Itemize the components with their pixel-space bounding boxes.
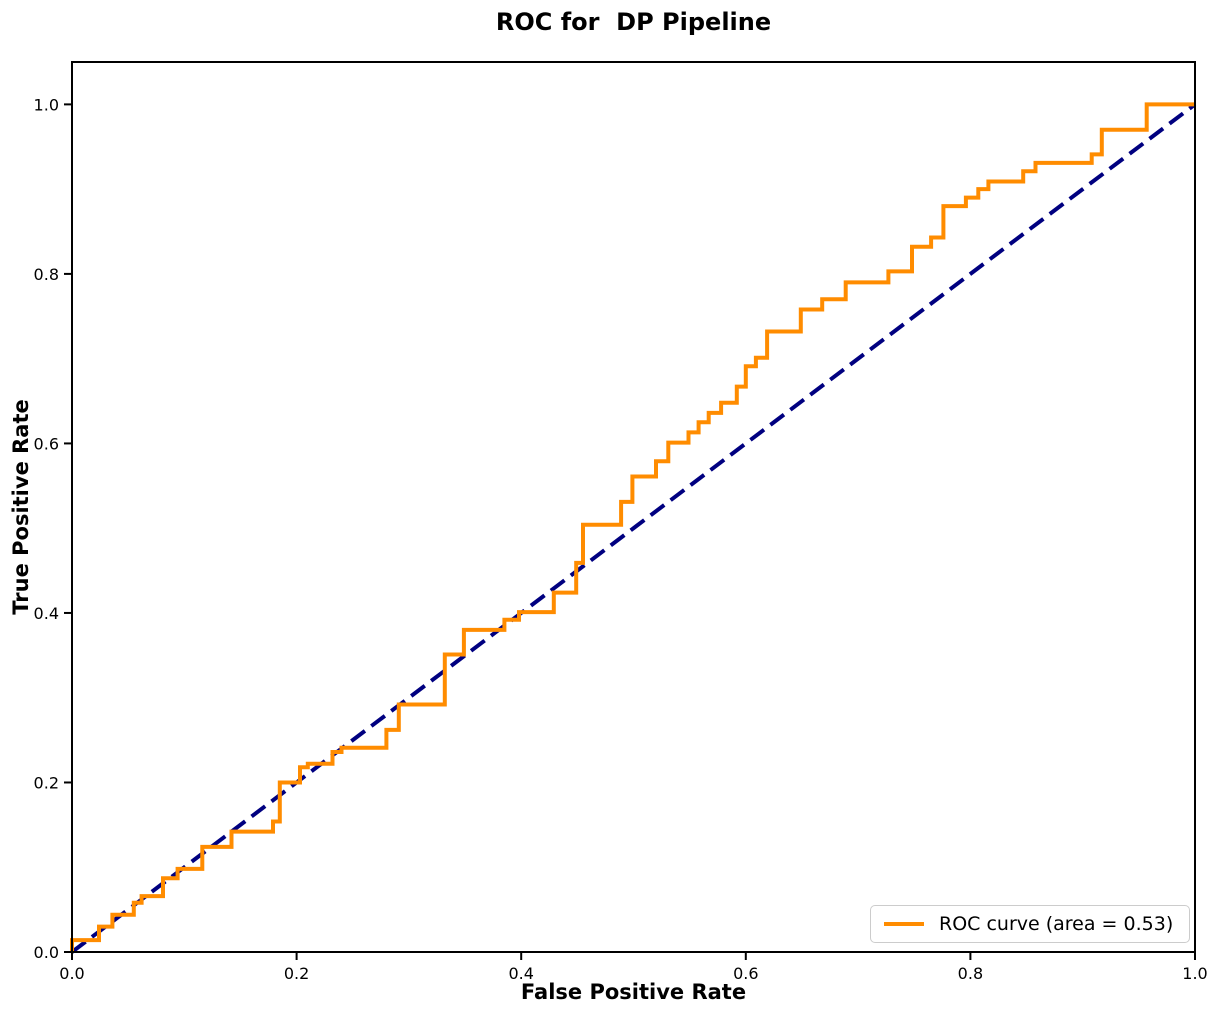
roc-curve-swatch xyxy=(884,922,924,926)
x-tick-label: 0.2 xyxy=(284,964,309,983)
legend-label: ROC curve (area = 0.53) xyxy=(939,913,1174,935)
x-tick-label: 1.0 xyxy=(1182,964,1207,983)
y-tick-label: 0.0 xyxy=(34,943,59,962)
plot-area-border xyxy=(71,61,1196,953)
x-tick-label: 0.4 xyxy=(508,964,533,983)
legend: ROC curve (area = 0.53) xyxy=(870,905,1190,943)
y-tick-label: 0.8 xyxy=(34,265,59,284)
ticks-layer: 0.0 0.2 0.4 0.6 0.8 1.0 0.0 0.2 0.4 0.6 0.8 1.0 xyxy=(34,95,1208,983)
y-tick-label: 0.4 xyxy=(34,604,59,623)
y-axis-label: True Positive Rate xyxy=(9,399,33,615)
chart-title: ROC for DP Pipeline xyxy=(495,8,772,36)
x-tick-label: 0.8 xyxy=(958,964,983,983)
y-tick-label: 1.0 xyxy=(34,95,59,114)
y-tick-label: 0.6 xyxy=(34,434,59,453)
x-tick-label: 0.0 xyxy=(59,964,84,983)
x-axis-label: False Positive Rate xyxy=(520,980,747,1004)
roc-curve-line xyxy=(70,102,1195,952)
y-tick-label: 0.2 xyxy=(34,773,59,792)
chance-diagonal-line xyxy=(70,102,1197,954)
x-tick-label: 0.6 xyxy=(733,964,758,983)
series-layer xyxy=(70,102,1197,954)
